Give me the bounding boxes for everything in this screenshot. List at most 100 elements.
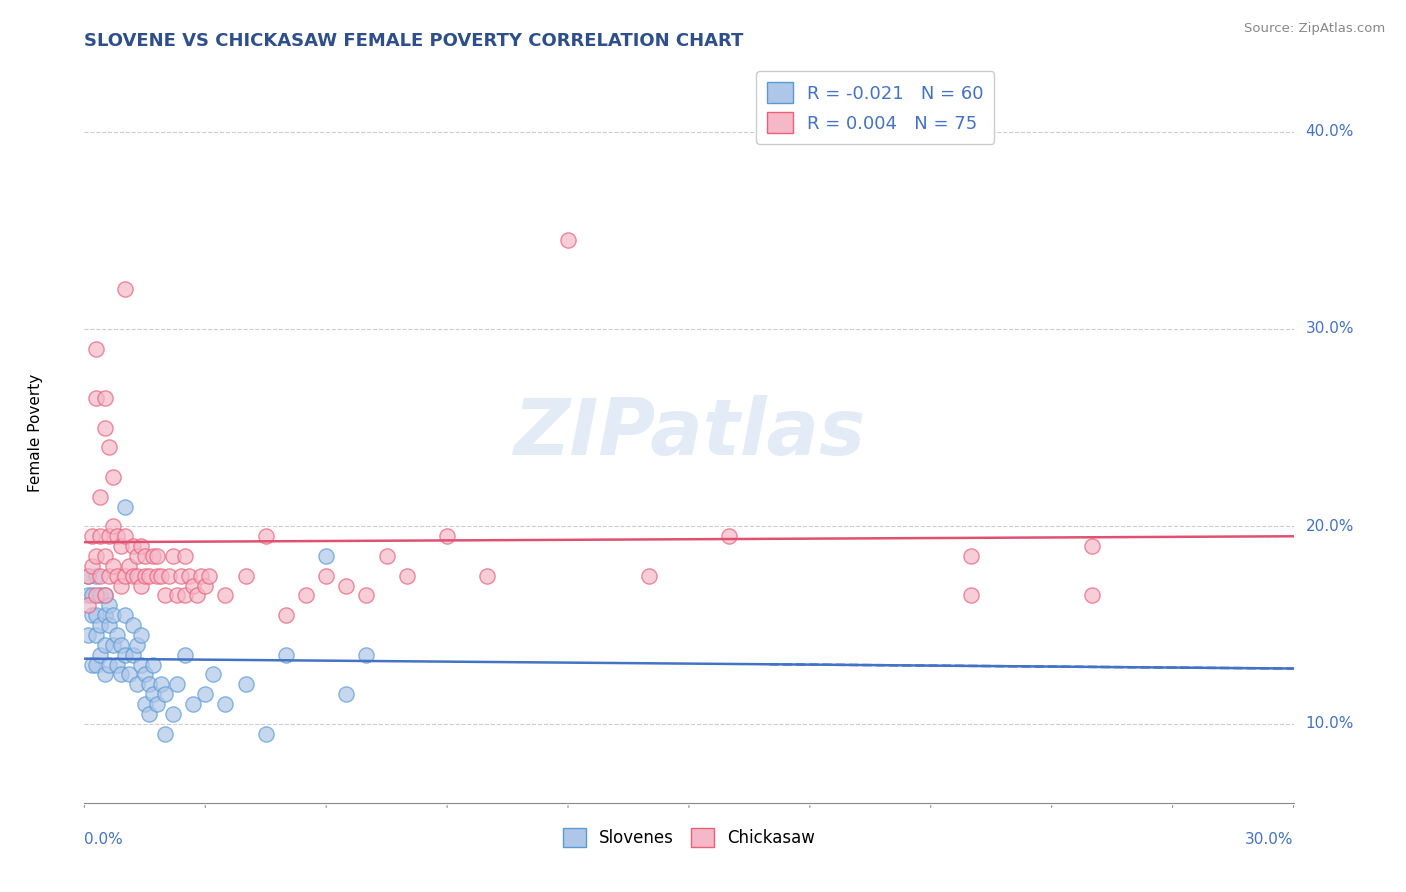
Point xyxy=(436,529,458,543)
Point xyxy=(105,568,128,582)
Text: ZIPatlas: ZIPatlas xyxy=(513,394,865,471)
Point xyxy=(134,697,156,711)
Text: 30.0%: 30.0% xyxy=(1246,832,1294,847)
Point xyxy=(110,579,132,593)
Point xyxy=(960,589,983,603)
Point xyxy=(129,539,152,553)
Point xyxy=(93,589,115,603)
Point xyxy=(110,667,132,681)
Point xyxy=(101,470,124,484)
Text: 20.0%: 20.0% xyxy=(1306,519,1354,534)
Point xyxy=(101,558,124,573)
Point xyxy=(86,391,108,405)
Point xyxy=(114,568,136,582)
Point xyxy=(93,549,115,563)
Point xyxy=(315,568,337,582)
Point xyxy=(125,549,148,563)
Point xyxy=(125,568,148,582)
Point xyxy=(97,529,120,543)
Point xyxy=(274,648,297,662)
Point xyxy=(637,568,659,582)
Point xyxy=(114,529,136,543)
Point xyxy=(97,599,120,613)
Point xyxy=(194,579,217,593)
Point xyxy=(181,579,204,593)
Point xyxy=(77,599,100,613)
Point xyxy=(254,727,277,741)
Point xyxy=(146,697,169,711)
Point xyxy=(129,579,152,593)
Point xyxy=(153,727,176,741)
Point xyxy=(254,529,277,543)
Point xyxy=(146,549,169,563)
Point xyxy=(93,589,115,603)
Point xyxy=(149,568,172,582)
Point xyxy=(142,657,165,672)
Point xyxy=(356,648,378,662)
Point xyxy=(82,657,104,672)
Point xyxy=(375,549,398,563)
Point xyxy=(149,677,172,691)
Point xyxy=(93,667,115,681)
Text: 10.0%: 10.0% xyxy=(1306,716,1354,731)
Point xyxy=(1081,589,1104,603)
Point xyxy=(179,568,201,582)
Point xyxy=(335,687,357,701)
Point xyxy=(274,608,297,623)
Point xyxy=(134,549,156,563)
Point xyxy=(134,568,156,582)
Point xyxy=(162,706,184,721)
Point xyxy=(97,568,120,582)
Point xyxy=(86,628,108,642)
Point xyxy=(82,529,104,543)
Point xyxy=(97,657,120,672)
Text: Source: ZipAtlas.com: Source: ZipAtlas.com xyxy=(1244,22,1385,36)
Point xyxy=(166,589,188,603)
Point xyxy=(129,657,152,672)
Point xyxy=(146,568,169,582)
Point xyxy=(1081,539,1104,553)
Point xyxy=(77,568,100,582)
Point xyxy=(105,657,128,672)
Point xyxy=(114,648,136,662)
Point xyxy=(114,500,136,514)
Point xyxy=(97,618,120,632)
Point xyxy=(89,568,111,582)
Point xyxy=(939,835,962,849)
Point xyxy=(93,638,115,652)
Point xyxy=(114,608,136,623)
Point xyxy=(118,558,141,573)
Text: Female Poverty: Female Poverty xyxy=(28,374,44,491)
Point xyxy=(174,549,197,563)
Point xyxy=(477,568,499,582)
Point xyxy=(174,589,197,603)
Point xyxy=(315,549,337,563)
Point xyxy=(86,568,108,582)
Point xyxy=(77,628,100,642)
Point xyxy=(86,342,108,356)
Point xyxy=(125,638,148,652)
Point xyxy=(295,835,318,849)
Point xyxy=(101,638,124,652)
Point xyxy=(105,529,128,543)
Point xyxy=(77,589,100,603)
Point xyxy=(86,549,108,563)
Point xyxy=(235,677,257,691)
Point xyxy=(101,519,124,533)
Point xyxy=(89,490,111,504)
Point xyxy=(138,706,160,721)
Point xyxy=(105,628,128,642)
Point xyxy=(110,638,132,652)
Point xyxy=(395,568,418,582)
Point xyxy=(93,608,115,623)
Point xyxy=(335,579,357,593)
Point xyxy=(82,589,104,603)
Point xyxy=(166,677,188,691)
Point xyxy=(356,589,378,603)
Point xyxy=(82,608,104,623)
Point xyxy=(142,549,165,563)
Point xyxy=(82,558,104,573)
Point xyxy=(138,568,160,582)
Point xyxy=(214,697,236,711)
Point xyxy=(960,549,983,563)
